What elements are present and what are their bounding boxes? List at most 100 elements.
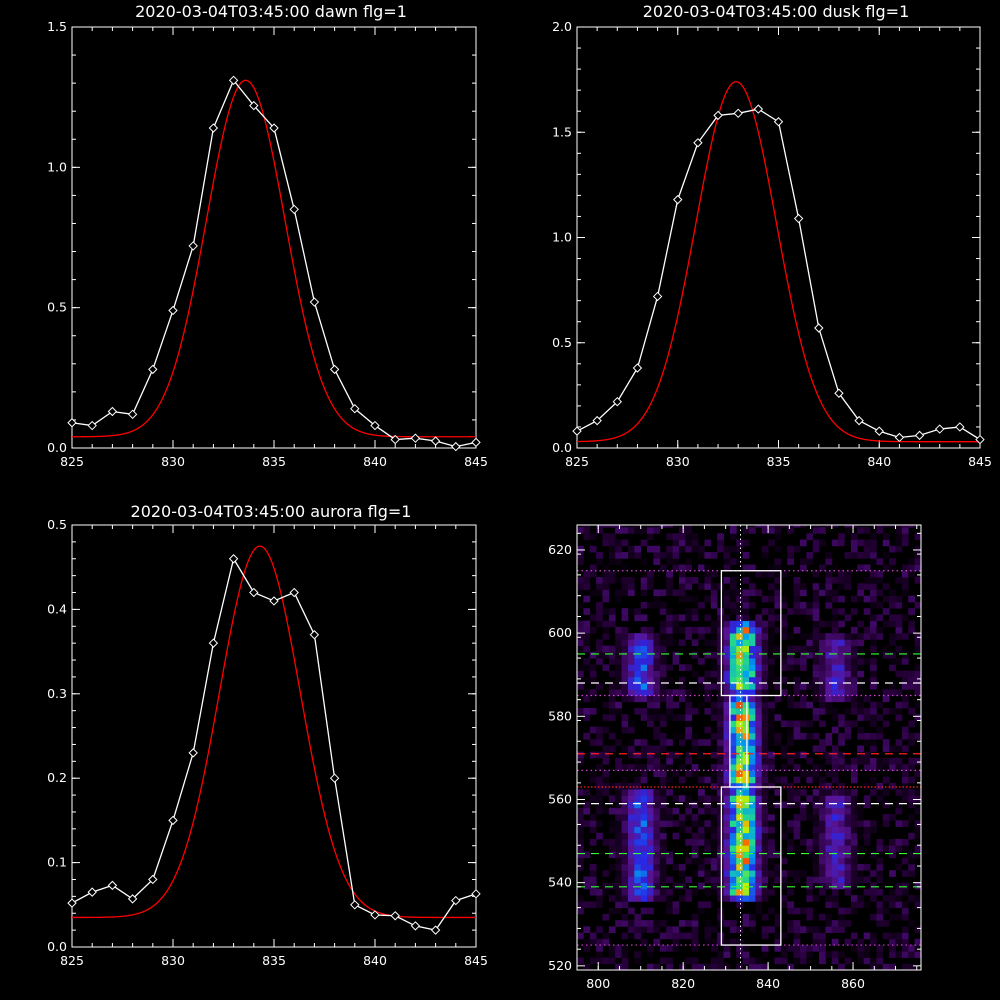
heatmap-cell [710, 639, 718, 647]
heatmap-cell [717, 614, 724, 622]
heatmap-cell [838, 913, 845, 921]
heatmap-cell [850, 776, 858, 784]
heatmap-cell [876, 732, 884, 740]
heatmap-cell [768, 620, 775, 628]
heatmap-cell [640, 814, 648, 821]
heatmap-cell [627, 608, 635, 615]
panel-2-ytick-label: 0.2 [47, 770, 67, 785]
heatmap-cell [825, 595, 833, 603]
heatmap-cell [634, 876, 642, 884]
heatmap-cell [825, 807, 833, 815]
heatmap-cell [889, 951, 896, 958]
heatmap-cell [863, 658, 871, 665]
data-point-diamond [894, 432, 905, 443]
heatmap-cell [749, 845, 756, 852]
heatmap-cell [704, 570, 712, 578]
heatmap-cell [749, 720, 756, 728]
heatmap-cell [761, 776, 769, 784]
heatmap-cell [870, 732, 877, 740]
heatmap-cell [889, 870, 896, 877]
heatmap-cell [857, 676, 865, 684]
heatmap-cell [666, 583, 673, 590]
heatmap-cell [838, 926, 845, 933]
heatmap-cell [698, 776, 705, 784]
heatmap-cell [659, 857, 667, 865]
heatmap-cell [755, 689, 763, 696]
heatmap-cell [768, 633, 775, 640]
heatmap-cell [596, 527, 603, 534]
heatmap-cell [647, 926, 654, 933]
heatmap-cell [870, 552, 877, 559]
heatmap-cell [723, 826, 731, 834]
data-point-diamond [309, 297, 320, 307]
heatmap-cell [793, 658, 801, 665]
heatmap-cell [755, 683, 763, 690]
heatmap-cell [844, 683, 852, 690]
heatmap-cell [717, 658, 724, 665]
heatmap-cell [589, 589, 597, 597]
heatmap-cell [723, 558, 731, 565]
heatmap-cell [678, 626, 686, 634]
heatmap-cell [901, 963, 909, 970]
heatmap-cell [755, 807, 763, 815]
heatmap-cell [621, 945, 629, 952]
heatmap-cell [761, 932, 769, 940]
heatmap-cell [908, 732, 916, 740]
heatmap-cell [602, 564, 610, 572]
heatmap-cell [659, 645, 667, 653]
heatmap-cell [704, 726, 712, 734]
heatmap-cell [640, 739, 648, 746]
heatmap-cell [819, 814, 826, 821]
heatmap-cell [704, 639, 712, 647]
heatmap-cell [615, 870, 622, 877]
heatmap-cell [882, 645, 890, 653]
heatmap-cell [825, 558, 833, 565]
heatmap-cell [882, 963, 890, 970]
heatmap-cell [577, 757, 584, 765]
heatmap-cell [602, 882, 610, 890]
heatmap-cell [666, 751, 673, 759]
heatmap-cell [659, 888, 667, 896]
heatmap-cell [685, 932, 693, 940]
heatmap-cell [863, 695, 871, 703]
heatmap-cell [691, 888, 699, 896]
heatmap-cell [621, 851, 629, 859]
heatmap-cell [640, 863, 648, 871]
heatmap-cell [736, 851, 744, 859]
heatmap-cell [844, 614, 852, 622]
heatmap-cell [901, 820, 909, 827]
heatmap-cell [844, 801, 852, 809]
heatmap-cell [870, 576, 877, 584]
heatmap-cell [901, 839, 909, 846]
heatmap-cell [768, 876, 775, 884]
heatmap-cell [678, 814, 686, 821]
heatmap-cell [736, 732, 744, 740]
heatmap-cell [729, 857, 737, 865]
heatmap-cell [736, 839, 744, 846]
heatmap-cell [876, 614, 884, 622]
heatmap-cell [806, 839, 814, 846]
heatmap-cell [729, 664, 737, 671]
heatmap-cell [914, 945, 921, 952]
heatmap-cell [615, 807, 622, 815]
heatmap-cell [850, 876, 858, 884]
heatmap-cell [857, 745, 865, 753]
heatmap-cell [787, 695, 794, 703]
heatmap-cell [723, 689, 731, 696]
heatmap-cell [755, 751, 763, 759]
heatmap-cell [806, 945, 814, 952]
heatmap-cell [577, 583, 584, 590]
heatmap-cell [685, 608, 693, 615]
heatmap-cell [621, 670, 629, 678]
heatmap-cell [857, 845, 865, 852]
heatmap-cell [729, 832, 737, 840]
heatmap-cell [691, 539, 699, 547]
heatmap-cell [901, 576, 909, 584]
heatmap-cell [901, 770, 909, 778]
heatmap-cell [596, 558, 603, 565]
heatmap-cell [831, 826, 839, 834]
heatmap-cell [870, 676, 877, 684]
heatmap-cell [647, 845, 654, 852]
heatmap-cell [825, 639, 833, 647]
heatmap-cell [838, 907, 845, 915]
